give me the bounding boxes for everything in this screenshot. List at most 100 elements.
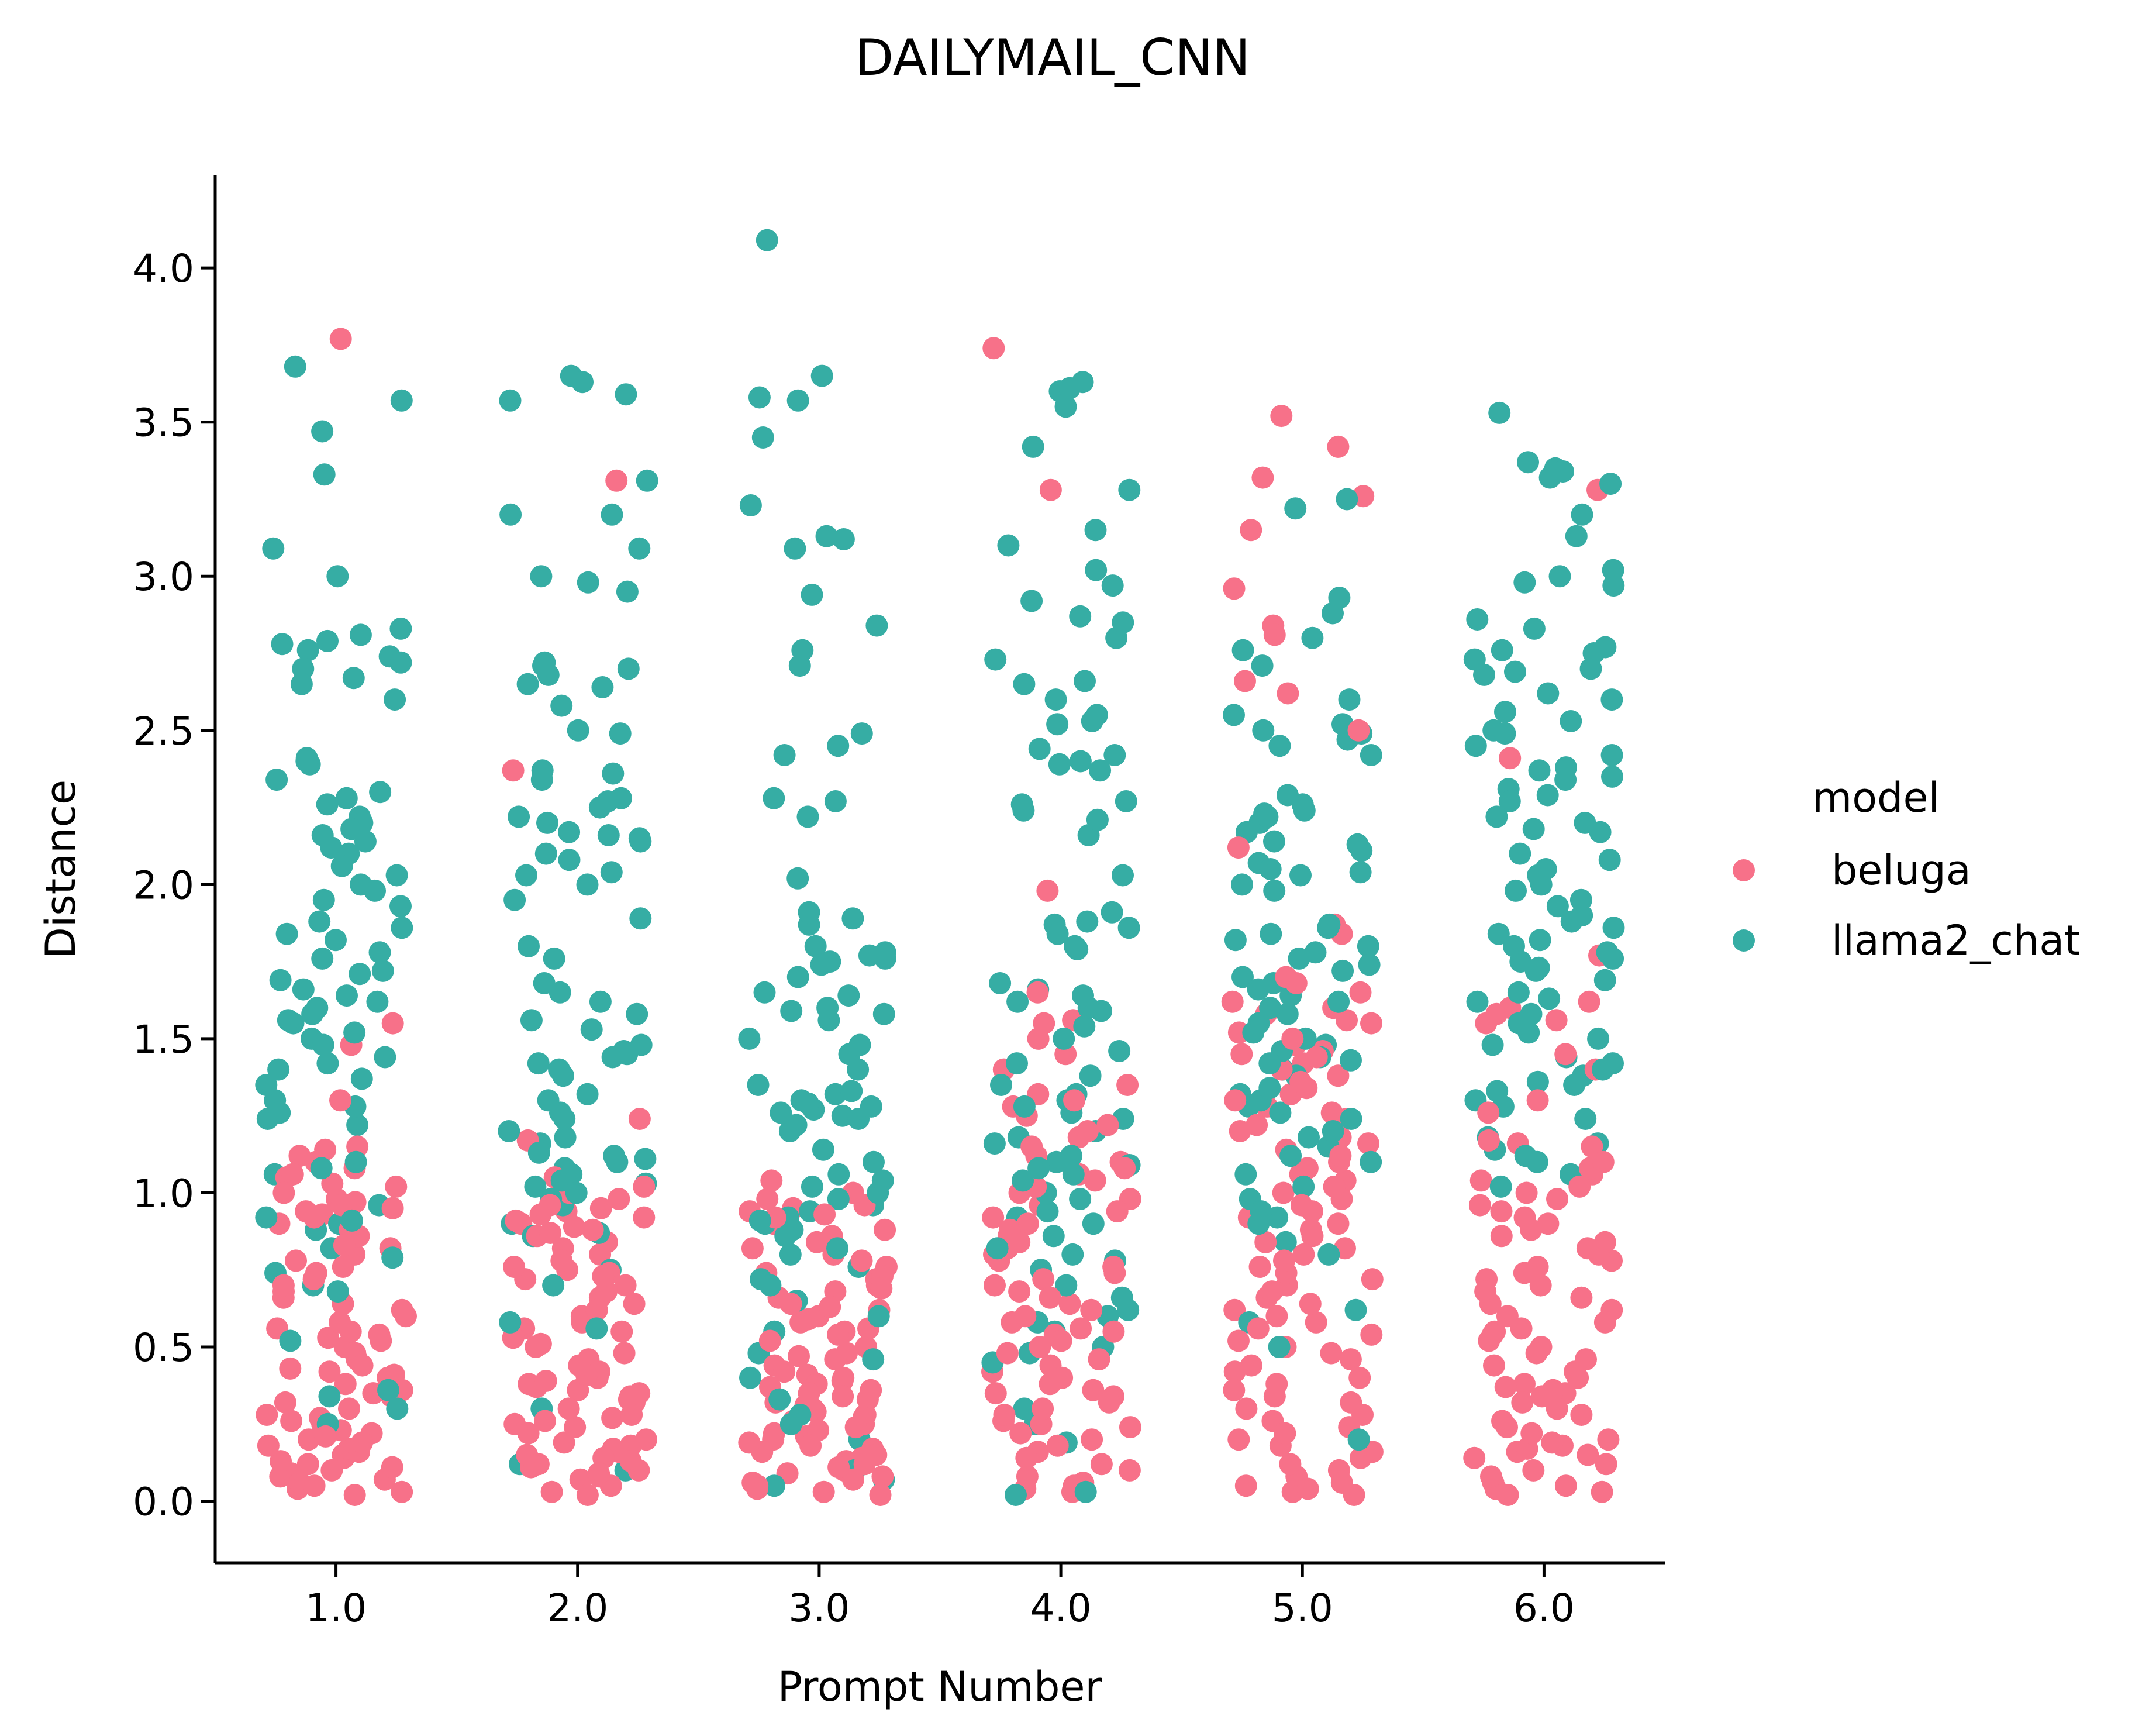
data-point-beluga [1016,1465,1039,1488]
data-point-llama2-chat [1053,1027,1075,1050]
data-point-beluga [1009,1422,1032,1445]
data-point-beluga [517,1422,540,1445]
data-point-llama2-chat [290,673,313,695]
data-point-beluga [1526,1256,1549,1278]
data-point-llama2-chat [1493,722,1516,745]
data-point-beluga [613,1342,636,1365]
data-point-llama2-chat [1565,525,1588,547]
data-point-llama2-chat [874,941,896,964]
data-point-llama2-chat [1600,744,1623,766]
data-point-llama2-chat [634,1148,657,1170]
data-point-llama2-chat [748,386,771,409]
data-point-beluga [1496,1484,1519,1506]
data-point-beluga [741,1237,764,1260]
data-point-beluga [502,759,525,782]
data-point-beluga [320,1459,343,1482]
data-point-llama2-chat [533,972,556,994]
data-point-llama2-chat [603,1145,626,1167]
data-point-llama2-chat [267,1058,290,1081]
data-point-beluga [334,1373,357,1396]
data-point-llama2-chat [630,1033,653,1056]
data-point-llama2-chat [1090,1000,1113,1022]
data-point-llama2-chat [860,1095,882,1118]
data-point-llama2-chat [268,1101,291,1124]
data-point-beluga [550,1249,573,1272]
y-tick-label: 1.5 [133,1017,194,1062]
data-point-llama2-chat [1117,917,1140,939]
data-point-beluga [982,1206,1005,1229]
data-point-llama2-chat [1005,1484,1027,1506]
data-point-llama2-chat [534,842,557,865]
data-point-llama2-chat [1231,873,1253,896]
data-point-beluga [1029,1336,1051,1358]
data-point-llama2-chat [1085,559,1108,581]
data-point-beluga [1103,1262,1126,1284]
data-point-llama2-chat [779,1243,802,1266]
data-point-beluga [279,1357,302,1380]
data-point-beluga [1080,1298,1103,1321]
data-point-llama2-chat [601,503,623,526]
data-point-beluga [1554,1474,1577,1497]
data-point-llama2-chat [812,1138,834,1161]
data-point-beluga [1578,990,1600,1013]
legend-title: model [1812,774,1940,822]
data-point-llama2-chat [1552,460,1574,483]
data-point-llama2-chat [1327,990,1350,1013]
data-point-llama2-chat [1234,1163,1257,1186]
data-point-llama2-chat [1554,769,1577,791]
data-point-llama2-chat [320,836,343,859]
data-point-beluga [984,1382,1007,1405]
data-point-beluga [819,1296,841,1318]
data-point-llama2-chat [1247,1012,1270,1035]
y-tick-label: 3.0 [133,554,194,600]
data-point-beluga [760,1169,783,1192]
data-point-beluga [1251,466,1274,489]
data-point-beluga [1051,1366,1074,1389]
data-point-llama2-chat [1602,947,1624,970]
data-point-llama2-chat [739,1366,761,1389]
data-point-llama2-chat [275,922,298,945]
data-point-llama2-chat [1548,565,1571,588]
data-point-beluga [1570,1404,1593,1426]
data-point-beluga [874,1218,896,1241]
data-point-llama2-chat [786,966,809,988]
data-point-beluga [1254,1231,1277,1253]
data-point-beluga [564,1416,587,1439]
data-point-beluga [1515,1181,1538,1204]
data-point-llama2-chat [1252,719,1275,742]
data-point-beluga [1235,1397,1258,1420]
data-point-beluga [1229,1120,1251,1142]
data-point-beluga [1513,1373,1536,1396]
data-point-llama2-chat [1487,922,1510,945]
data-point-beluga [996,1342,1019,1365]
data-point-beluga [1357,1132,1379,1155]
data-point-beluga [1116,1074,1139,1096]
data-point-llama2-chat [269,969,292,991]
x-ticks: 1.0 2.0 3.0 4.0 5.0 6.0 [305,1563,1575,1631]
data-point-beluga [1063,1089,1085,1112]
data-point-llama2-chat [499,389,522,412]
data-point-llama2-chat [1528,759,1551,782]
axes [213,175,1665,1565]
data-point-llama2-chat [1274,1231,1297,1253]
data-point-beluga [1027,1027,1050,1050]
data-point-llama2-chat [1598,849,1621,871]
data-point-llama2-chat [326,1280,349,1303]
data-point-beluga [623,1293,646,1315]
data-point-llama2-chat [1074,1480,1097,1503]
data-point-beluga [844,1416,867,1439]
data-point-llama2-chat [1536,784,1559,807]
data-point-llama2-chat [1006,1052,1028,1075]
data-point-beluga [1102,1320,1125,1343]
data-point-llama2-chat [1317,917,1340,939]
data-point-llama2-chat [368,941,391,964]
data-point-llama2-chat [1538,987,1561,1010]
data-point-beluga [568,1354,591,1377]
data-point-beluga [869,1484,892,1506]
data-point-llama2-chat [848,1033,871,1056]
data-point-llama2-chat [1574,1108,1597,1130]
data-point-beluga [1299,1218,1322,1241]
data-point-beluga [1541,1431,1564,1454]
data-point-beluga [381,1197,404,1219]
data-point-llama2-chat [628,827,651,850]
